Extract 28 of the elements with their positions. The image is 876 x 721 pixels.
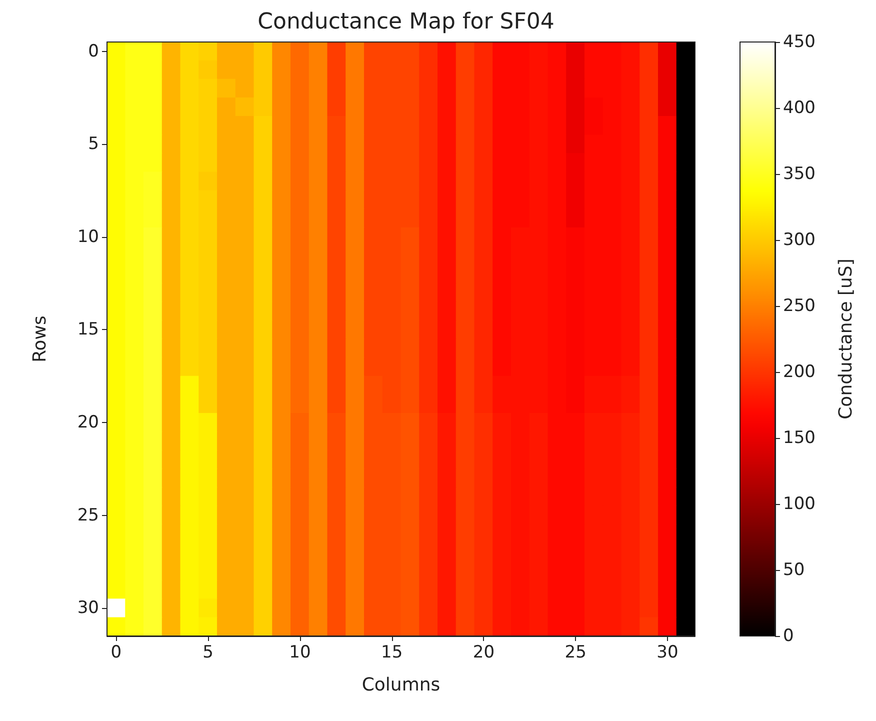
x-tick-label: 20 xyxy=(472,642,495,662)
x-tick-label: 10 xyxy=(289,642,311,662)
y-tick-label: 5 xyxy=(88,134,99,154)
x-axis-title: Columns xyxy=(362,674,440,696)
x-tick-label: 0 xyxy=(110,642,122,662)
x-tick-label: 5 xyxy=(202,642,214,662)
color-bar-label: 150 xyxy=(783,428,816,448)
y-tick-label: 0 xyxy=(88,41,99,62)
color-bar-label: 250 xyxy=(783,296,816,316)
chart-title: Conductance Map for SF04 xyxy=(258,10,554,34)
x-tick-label: 25 xyxy=(564,642,586,662)
color-bar-label: 300 xyxy=(783,230,816,250)
color-bar-label: 450 xyxy=(783,32,816,52)
color-bar-label: 200 xyxy=(783,362,816,382)
color-bar-title: Conductance [uS] xyxy=(836,258,856,420)
x-tick-label: 15 xyxy=(380,642,403,662)
y-tick-label: 25 xyxy=(77,505,99,526)
y-tick-label: 15 xyxy=(77,320,99,340)
y-tick-label: 30 xyxy=(77,598,99,618)
y-tick-label: 10 xyxy=(77,226,99,247)
y-axis-title: Rows xyxy=(30,316,50,362)
x-tick-label: 30 xyxy=(656,642,678,662)
color-bar-label: 0 xyxy=(783,626,794,646)
color-bar-label: 350 xyxy=(783,164,816,184)
color-bar-label: 100 xyxy=(783,494,816,514)
y-tick-label: 20 xyxy=(77,412,99,433)
color-bar-label: 400 xyxy=(783,98,816,118)
color-bar-label: 50 xyxy=(783,560,805,580)
